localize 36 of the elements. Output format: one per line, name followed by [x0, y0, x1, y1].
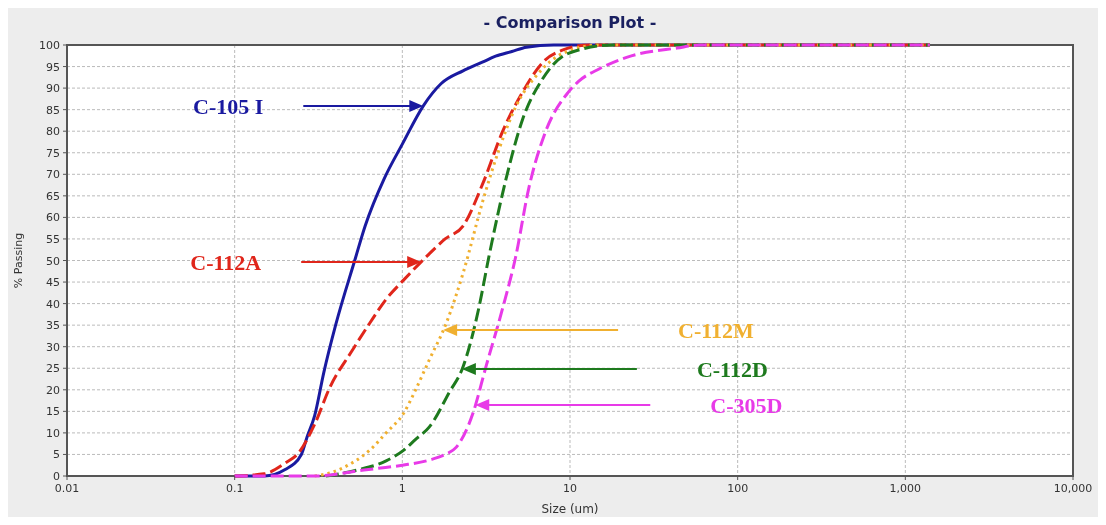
- y-tick-label: 0: [53, 470, 60, 483]
- text: C-112D: [696, 357, 768, 382]
- y-tick-label: 30: [46, 340, 60, 354]
- x-tick-label: 0.1: [225, 482, 244, 495]
- text: C-305D: [710, 393, 783, 418]
- x-tick-label: 10,000: [1053, 482, 1093, 495]
- y-tick-label: 80: [46, 125, 60, 139]
- chart-title: - Comparison Plot -: [483, 13, 657, 32]
- text: C-112M: [678, 318, 755, 343]
- y-tick-label: 45: [46, 276, 60, 290]
- y-tick-label: 25: [46, 362, 60, 376]
- y-tick-label: 100: [39, 39, 60, 52]
- y-tick-label: 20: [46, 383, 60, 397]
- y-tick-label: 65: [46, 189, 60, 203]
- x-tick-label: 100: [727, 482, 749, 495]
- legend-label: C-105 I: [193, 94, 264, 119]
- y-tick-label: 10: [46, 426, 60, 440]
- y-tick-label: 35: [46, 319, 60, 333]
- y-tick-label: 15: [46, 405, 60, 419]
- y-tick-label: 55: [46, 232, 60, 246]
- y-axis-title: % Passing: [12, 232, 25, 289]
- legend-label: C-112A: [190, 250, 262, 275]
- y-tick-label: 85: [46, 103, 60, 117]
- y-tick-label: 50: [46, 254, 60, 268]
- y-tick-label: 60: [46, 211, 60, 225]
- x-tick-label: 1: [398, 482, 406, 495]
- y-tick-label: 95: [46, 60, 60, 74]
- y-tick-label: 40: [46, 297, 60, 311]
- y-tick-label: 90: [46, 82, 60, 96]
- y-tick-label: 75: [46, 146, 60, 160]
- y-tick-label: 70: [46, 168, 60, 182]
- x-tick-label: 10: [563, 482, 577, 495]
- y-tick-label: 5: [53, 448, 60, 462]
- x-axis-title: Size (um): [541, 502, 599, 516]
- x-tick-label: 1,000: [889, 482, 922, 495]
- x-tick-label: 0.01: [54, 482, 80, 495]
